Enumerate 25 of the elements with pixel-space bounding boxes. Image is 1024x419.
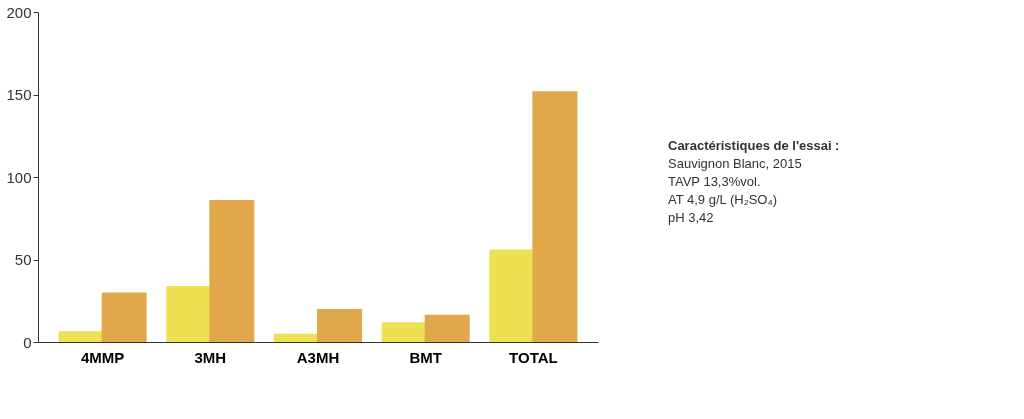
text: Sauvignon Blanc, 2015 bbox=[668, 156, 802, 171]
text: Caractéristiques de l'essai : bbox=[668, 138, 840, 153]
x-tick-label: 3MH bbox=[194, 348, 227, 366]
bar bbox=[489, 249, 535, 342]
bar bbox=[532, 91, 578, 342]
x-tick-label: TOTAL bbox=[509, 348, 558, 366]
y-tick-label: 150 bbox=[6, 86, 32, 103]
bar bbox=[317, 309, 363, 342]
text: AT 4,9 g/L (H₂SO₄) bbox=[668, 192, 778, 207]
text: TAVP 13,3%vol. bbox=[668, 174, 761, 189]
text: pH 3,42 bbox=[668, 210, 714, 225]
bar bbox=[101, 292, 147, 342]
x-tick-label: A3MH bbox=[296, 348, 340, 366]
y-tick-label: 200 bbox=[6, 3, 32, 21]
bar bbox=[166, 285, 212, 342]
x-tick-label: 4MMP bbox=[80, 348, 125, 366]
y-tick-label: 100 bbox=[6, 168, 32, 186]
bar bbox=[209, 200, 255, 342]
y-tick-label: 50 bbox=[14, 251, 32, 268]
x-tick-label: BMT bbox=[409, 348, 442, 366]
y-tick-label: 0 bbox=[23, 333, 32, 351]
bar bbox=[273, 333, 319, 342]
bar bbox=[58, 331, 104, 342]
bar bbox=[381, 322, 427, 342]
bar bbox=[424, 314, 470, 342]
